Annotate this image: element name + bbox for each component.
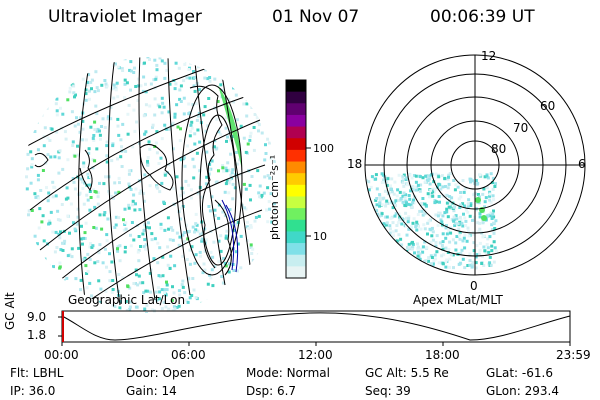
altitude-axis-label: GC Alt (3, 292, 17, 330)
mlt-label-12: 12 (481, 49, 496, 63)
mlt-label-0: 0 (470, 279, 478, 293)
colorbar-swatch (286, 126, 306, 139)
terminator-lines (221, 199, 239, 273)
colorbar-swatch (286, 149, 306, 163)
colorbar-swatch (286, 161, 306, 174)
colorbar-swatch (286, 184, 306, 198)
time-tick-0600: 06:00 (171, 348, 206, 362)
colorbar-label-10: 10 (313, 230, 327, 243)
polar-grid (364, 54, 586, 276)
colorbar-gradient (286, 80, 306, 279)
lat-label-60: 60 (540, 99, 555, 113)
time-tick-2359: 23:59 (556, 348, 591, 362)
colorbar-unit-label: photon cm⁻²s⁻¹ (268, 155, 281, 240)
geographic-map (21, 56, 279, 314)
altitude-ytick-9: 9.0 (27, 310, 47, 324)
altitude-curve (61, 312, 571, 341)
colorbar-swatch (286, 138, 306, 151)
colorbar-swatch (286, 219, 306, 233)
colorbar-swatch (286, 254, 306, 267)
colorbar-frame (285, 79, 307, 279)
time-label: 00:06:39 UT (430, 7, 535, 27)
lat-label-70: 70 (513, 121, 528, 135)
polar-plot: 12 18 6 0 60 70 80 (347, 49, 586, 293)
date-label: 01 Nov 07 (272, 7, 360, 27)
mlt-label-18: 18 (347, 157, 362, 171)
geographic-caption: Geographic Lat/Lon (68, 293, 186, 307)
info-gc-alt: GC Alt: 5.5 Re (365, 366, 449, 380)
info-ip: IP: 36.0 (10, 384, 56, 398)
info-seq: Seq: 39 (365, 384, 411, 398)
colorbar-swatch (286, 243, 306, 256)
latlon-grid (22, 57, 266, 306)
colorbar-swatch (286, 208, 306, 221)
coastlines (34, 85, 232, 276)
apex-caption: Apex MLat/MLT (413, 293, 503, 307)
info-gain: Gain: 14 (126, 384, 177, 398)
colorbar-swatch (286, 231, 306, 244)
colorbar-swatch (286, 91, 306, 104)
info-glat: GLat: -61.6 (486, 366, 553, 380)
info-door: Door: Open (126, 366, 195, 380)
info-mode: Mode: Normal (246, 366, 330, 380)
colorbar-swatch (286, 173, 306, 186)
altitude-ytick-1-8: 1.8 (27, 328, 47, 342)
colorbar-swatch (286, 114, 306, 128)
colorbar-swatch (286, 266, 306, 279)
info-dsp: Dsp: 6.7 (246, 384, 297, 398)
colorbar-swatch (286, 196, 306, 209)
time-tick-1200: 12:00 (298, 348, 333, 362)
colorbar-swatch (286, 80, 306, 93)
time-tick-0000: 00:00 (44, 348, 79, 362)
instrument-title: Ultraviolet Imager (48, 7, 202, 27)
altitude-strip (58, 310, 571, 346)
mlt-label-6: 6 (578, 157, 586, 171)
lat-label-80: 80 (491, 142, 506, 156)
altitude-ticks (58, 316, 571, 346)
colorbar-label-100: 100 (313, 142, 334, 155)
info-glon: GLon: 293.4 (486, 384, 559, 398)
colorbar-swatch (286, 103, 306, 116)
time-tick-1800: 18:00 (425, 348, 460, 362)
colorbar: 100 10 photon cm⁻²s⁻¹ (268, 79, 334, 279)
info-flt: Flt: LBHL (10, 366, 64, 380)
